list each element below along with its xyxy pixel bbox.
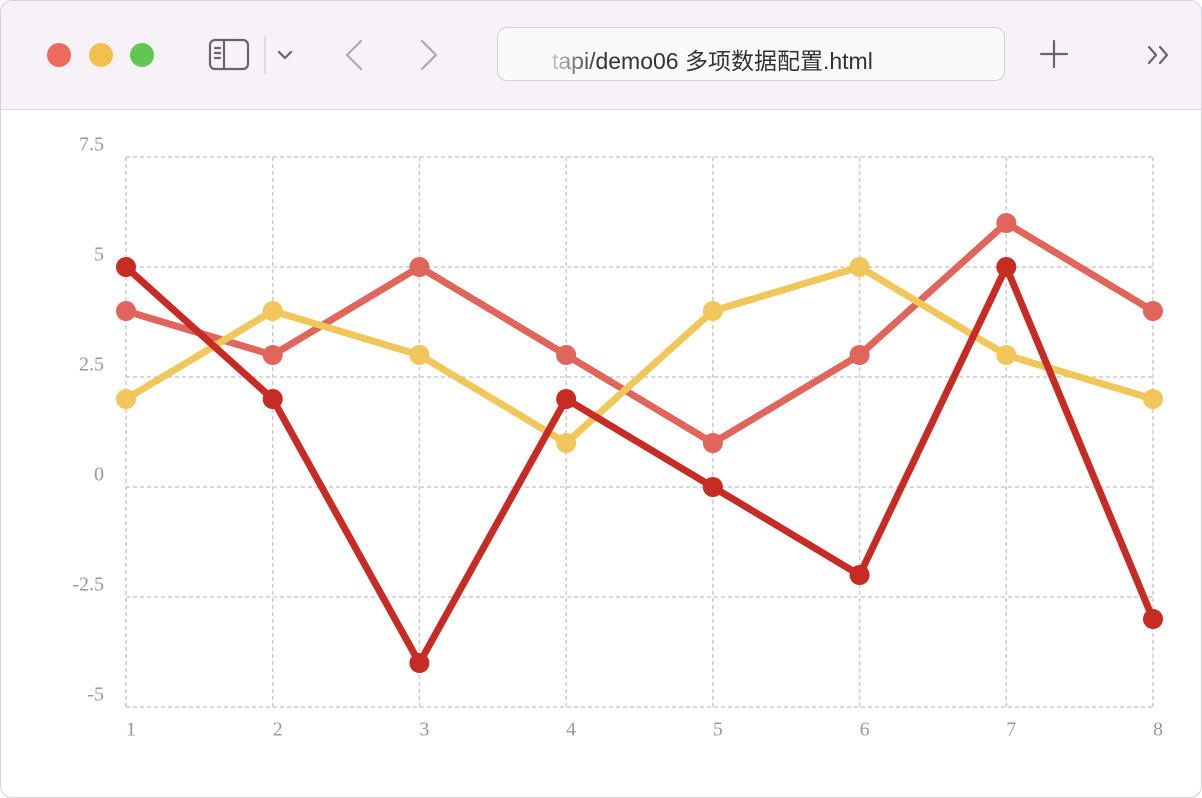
- data-point: [849, 345, 870, 365]
- data-point: [996, 257, 1017, 277]
- minimize-button[interactable]: [89, 43, 113, 67]
- y-tick-label: 5: [94, 244, 104, 266]
- x-tick-label: 5: [713, 719, 723, 741]
- data-point: [849, 565, 870, 585]
- y-tick-label: 2.5: [79, 354, 104, 376]
- data-point: [702, 301, 723, 321]
- forward-button[interactable]: [420, 39, 438, 71]
- x-tick-label: 6: [860, 719, 870, 741]
- data-point: [996, 345, 1017, 365]
- data-point: [116, 257, 136, 277]
- more-button[interactable]: [1147, 45, 1169, 65]
- y-tick-label: -2.5: [72, 574, 104, 596]
- data-point: [556, 433, 577, 453]
- data-point: [702, 477, 723, 497]
- x-tick-label: 3: [419, 719, 429, 741]
- data-point: [849, 257, 870, 277]
- data-point: [409, 653, 430, 673]
- x-tick-label: 8: [1153, 719, 1163, 741]
- y-tick-label: -5: [87, 684, 104, 706]
- y-tick-label: 7.5: [79, 134, 104, 156]
- series-line: [124, 263, 1155, 447]
- data-point: [702, 433, 723, 453]
- data-point: [409, 257, 430, 277]
- x-tick-label: 2: [273, 719, 283, 741]
- data-point: [262, 389, 283, 409]
- new-tab-button[interactable]: [1039, 39, 1069, 69]
- data-point: [262, 345, 283, 365]
- zoom-button[interactable]: [130, 43, 154, 67]
- x-tick-label: 7: [1006, 719, 1016, 741]
- x-tick-label: 4: [566, 719, 576, 741]
- back-button[interactable]: [345, 39, 363, 71]
- data-point: [556, 345, 577, 365]
- data-point: [1143, 389, 1163, 409]
- toolbar-icons: [47, 35, 1169, 75]
- data-point: [556, 389, 577, 409]
- data-point: [1143, 301, 1163, 321]
- series-line: [124, 219, 1155, 447]
- data-point: [1143, 609, 1163, 629]
- data-point: [409, 345, 430, 365]
- x-tick-label: 1: [126, 719, 136, 741]
- toolbar: tapi/demo06 多项数据配置.html: [1, 1, 1201, 110]
- data-point: [262, 301, 283, 321]
- address-bar[interactable]: tapi/demo06 多项数据配置.html: [497, 27, 1005, 81]
- series-line: [123, 263, 1157, 667]
- y-tick-label: 0: [94, 464, 104, 486]
- tab-menu-button[interactable]: [277, 50, 293, 60]
- data-point: [116, 301, 136, 321]
- chart: -5 -2.5 0 2.5 5 7.5 1 2 3 4 5 6 7 8: [72, 134, 1163, 741]
- close-button[interactable]: [47, 43, 71, 67]
- sidebar-button[interactable]: [208, 38, 250, 71]
- data-point: [996, 213, 1017, 233]
- url-text: tapi/demo06 多项数据配置.html: [552, 48, 873, 74]
- data-point: [116, 389, 136, 409]
